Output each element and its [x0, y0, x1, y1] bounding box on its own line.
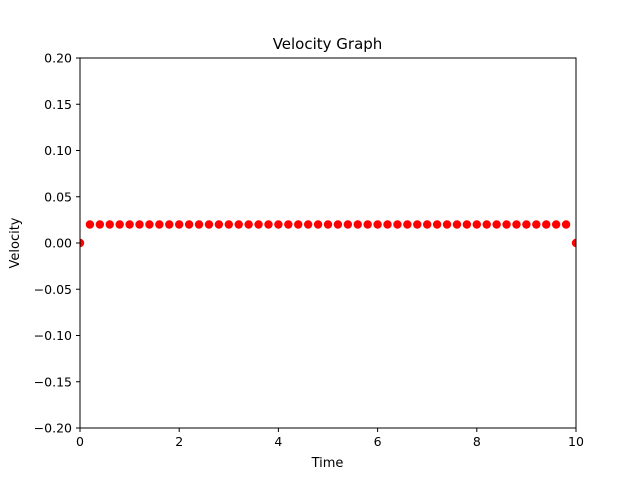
y-tick-label: −0.15 [34, 374, 72, 389]
data-point [532, 220, 541, 229]
data-point [522, 220, 531, 229]
data-point [452, 220, 462, 229]
y-tick-label: 0.05 [44, 189, 72, 204]
data-point [234, 220, 243, 229]
y-axis-label: Velocity [8, 217, 23, 268]
data-point [333, 220, 343, 229]
y-tick-label: −0.20 [34, 421, 72, 436]
data-point [165, 220, 174, 229]
data-point [313, 220, 323, 229]
data-point [482, 220, 491, 229]
data-point [413, 220, 422, 229]
y-tick-label: 0.15 [44, 97, 72, 112]
data-point [105, 220, 114, 229]
data-point [472, 220, 481, 229]
data-point [125, 220, 134, 229]
data-point [284, 220, 293, 229]
x-axis-label: Time [311, 456, 344, 471]
data-point [204, 220, 214, 229]
data-point [383, 220, 392, 229]
data-point [442, 220, 452, 229]
data-point [492, 220, 501, 229]
y-tick-label: 0.10 [44, 143, 72, 158]
data-point [254, 220, 263, 229]
data-point [462, 220, 472, 229]
ticks-layer: 0 2 4 6 8 10 −0.20 −0.15 −0.10 −0.05 0.00 0.05 0.10 0… [34, 51, 584, 450]
y-tick-label: 0.00 [44, 236, 72, 251]
y-tick-label: 0.20 [44, 51, 72, 66]
data-point [571, 238, 576, 248]
x-tick-label: 10 [568, 434, 584, 449]
data-point [363, 220, 372, 229]
data-point [303, 220, 313, 229]
data-point [85, 220, 95, 229]
y-tick-label: −0.10 [34, 328, 72, 343]
data-layer [80, 220, 576, 248]
data-point [432, 220, 442, 229]
data-point [95, 220, 105, 229]
data-point [373, 220, 382, 229]
data-point [115, 220, 124, 229]
data-point [145, 220, 154, 229]
data-point [423, 220, 432, 229]
data-point [135, 220, 144, 229]
data-point [343, 220, 353, 229]
data-point [175, 220, 184, 229]
data-point [244, 220, 253, 229]
data-point [551, 220, 561, 229]
data-point [294, 220, 303, 229]
chart-title: Velocity Graph [273, 35, 383, 53]
y-tick-label: −0.05 [34, 282, 72, 297]
data-point [214, 220, 224, 229]
data-point [353, 220, 362, 229]
x-tick-label: 8 [473, 434, 481, 449]
data-point [502, 220, 511, 229]
data-point [264, 220, 273, 229]
data-point [323, 220, 333, 229]
plot-frame [79, 57, 577, 429]
data-point [224, 220, 233, 229]
data-point [184, 220, 194, 229]
data-point [80, 238, 85, 248]
data-point [561, 220, 571, 229]
data-point [274, 220, 283, 229]
data-point [403, 220, 412, 229]
data-point [194, 220, 204, 229]
data-point [542, 220, 551, 229]
data-point [393, 220, 402, 229]
data-point [155, 220, 164, 229]
x-tick-label: 6 [374, 434, 382, 449]
series-points [80, 220, 576, 248]
x-tick-label: 2 [175, 434, 183, 449]
x-tick-label: 4 [274, 434, 282, 449]
data-point [512, 220, 521, 229]
x-tick-label: 0 [76, 434, 84, 449]
